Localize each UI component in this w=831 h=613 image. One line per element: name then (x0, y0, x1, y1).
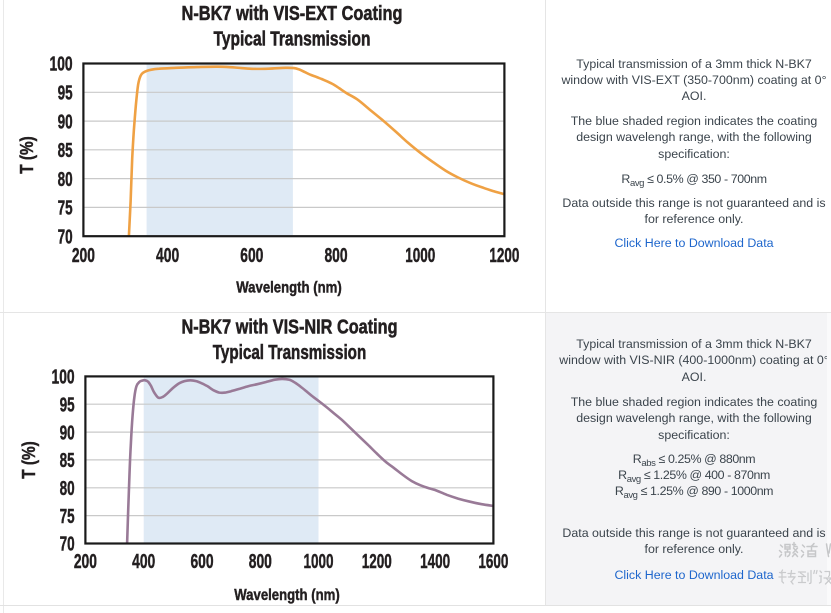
svg-text:400: 400 (132, 551, 155, 573)
svg-text:T (%): T (%) (19, 441, 39, 479)
svg-text:Wavelength (nm): Wavelength (nm) (236, 280, 342, 297)
svg-text:85: 85 (58, 140, 73, 162)
svg-text:80: 80 (60, 478, 75, 500)
svg-text:1000: 1000 (304, 551, 334, 573)
svg-text:95: 95 (58, 83, 73, 105)
svg-text:100: 100 (52, 367, 75, 389)
svg-text:1400: 1400 (420, 551, 450, 573)
svg-text:90: 90 (58, 111, 73, 133)
svg-text:200: 200 (72, 245, 95, 267)
svg-text:80: 80 (58, 169, 73, 191)
svg-text:100: 100 (50, 54, 73, 76)
svg-text:70: 70 (60, 534, 75, 556)
svg-text:600: 600 (240, 245, 263, 267)
svg-text:Typical Transmission: Typical Transmission (214, 28, 371, 50)
svg-text:200: 200 (74, 551, 97, 573)
svg-text:1000: 1000 (405, 245, 435, 267)
svg-text:1200: 1200 (489, 245, 519, 267)
svg-text:400: 400 (156, 245, 179, 267)
svg-text:95: 95 (60, 394, 75, 416)
svg-text:1200: 1200 (362, 551, 392, 573)
svg-text:Wavelength (nm): Wavelength (nm) (234, 587, 340, 604)
svg-text:N-BK7 with VIS-NIR Coating: N-BK7 with VIS-NIR Coating (182, 317, 398, 339)
svg-text:85: 85 (60, 450, 75, 472)
svg-text:N-BK7 with VIS-EXT Coating: N-BK7 with VIS-EXT Coating (182, 3, 403, 25)
svg-text:800: 800 (324, 245, 347, 267)
svg-text:600: 600 (190, 551, 213, 573)
svg-text:T (%): T (%) (17, 136, 37, 174)
svg-text:75: 75 (58, 198, 73, 220)
svg-text:1600: 1600 (478, 551, 508, 573)
svg-text:75: 75 (60, 506, 75, 528)
svg-text:90: 90 (60, 422, 75, 444)
svg-text:70: 70 (58, 226, 73, 248)
svg-text:Typical Transmission: Typical Transmission (213, 342, 367, 364)
svg-text:800: 800 (249, 551, 272, 573)
